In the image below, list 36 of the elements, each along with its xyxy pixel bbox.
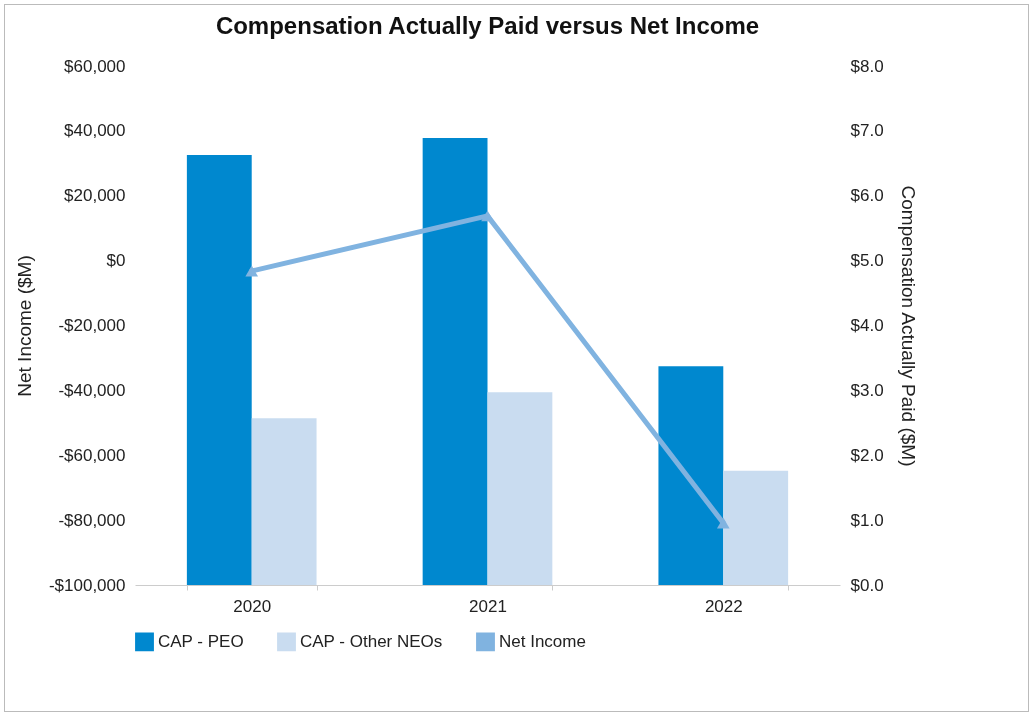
- y2-tick-label: $4.0: [850, 316, 884, 335]
- y2-tick-label: $6.0: [850, 186, 884, 206]
- bar: [487, 392, 553, 585]
- y-tick-label: $20,000: [64, 186, 126, 206]
- bar: [723, 470, 789, 585]
- bar: [658, 366, 724, 585]
- y2-tick-label: $1.0: [850, 510, 884, 530]
- y2-tick-label: $8.0: [850, 56, 884, 76]
- bar: [422, 138, 488, 585]
- y2-tick-label: $2.0: [850, 445, 884, 465]
- y-tick-label: -$20,000: [58, 316, 126, 335]
- y-tick-label: $0: [106, 251, 126, 271]
- legend-label: CAP - Other NEOs: [300, 631, 443, 651]
- legend-label: CAP - PEO: [158, 631, 244, 651]
- bar: [186, 154, 252, 585]
- point: [716, 517, 730, 529]
- y-tick-label: -$40,000: [58, 380, 126, 400]
- y-tick-label: -$100,000: [48, 575, 126, 595]
- point: [245, 265, 259, 277]
- y2-axis-title: Compensation Actually Paid ($M): [897, 185, 919, 467]
- point: [481, 210, 494, 222]
- y-axis-title: Net Income ($M): [13, 255, 35, 397]
- legend-label: Net Income: [499, 631, 586, 651]
- y-tick-label: -$80,000: [58, 510, 126, 530]
- y-tick-label: $60,000: [64, 56, 126, 76]
- x-tick-label: 2020: [233, 596, 272, 616]
- y2-tick-label: $5.0: [850, 251, 884, 271]
- x-tick-label: 2022: [704, 596, 743, 616]
- y2-tick-label: $3.0: [850, 380, 884, 400]
- y2-tick-label: $7.0: [850, 121, 884, 141]
- y2-tick-label: $0.0: [850, 575, 884, 595]
- x-tick-label: 2021: [469, 596, 507, 616]
- y-tick-label: -$60,000: [58, 445, 126, 465]
- chart-title: Compensation Actually Paid versus Net Income: [215, 12, 760, 39]
- y-tick-label: $40,000: [64, 121, 126, 141]
- bar: [251, 418, 317, 585]
